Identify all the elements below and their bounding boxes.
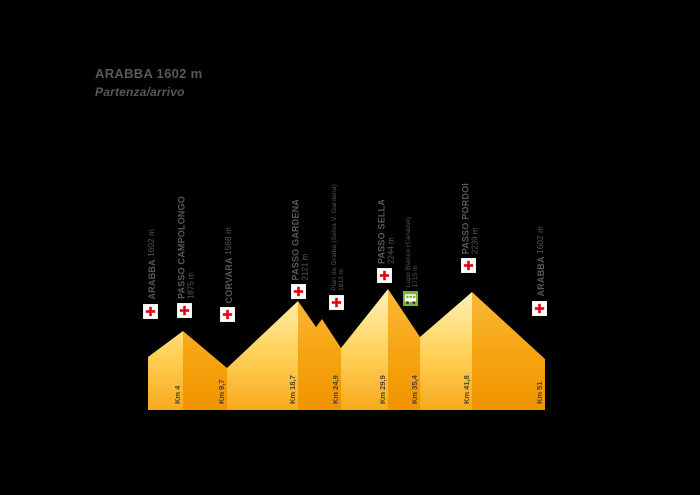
waypoint-passo-campolongo: PASSO CAMPOLONGO 1875 m [177,196,196,318]
service-icons [377,268,394,283]
waypoint-passo-pordoi: PASSO PORDOI 2239 m [461,183,480,290]
km-marker: Km 41,8 [462,375,471,404]
km-marker: Km 29,9 [378,375,387,404]
km-marker: Km 51 [535,381,544,404]
km-marker: Km 18,7 [288,375,297,404]
waypoint-arabba: ARABBA 1602 m [143,229,161,353]
refreshment-icon [403,291,420,323]
waypoint-name: ARABBA 1602 m [536,226,546,297]
page-title: ARABBA 1602 m [95,66,203,81]
waypoint-altitude: 2239 m [470,227,480,254]
km-marker: Km 24,9 [331,375,340,404]
waypoint-label: PASSO GARDENA 2121 m [291,199,310,280]
waypoint-name: Lupo Bianco (Canazei) [405,216,412,287]
waypoint-name: PASSO GARDENA [290,198,301,280]
waypoint-name: PASSO SELLA [376,198,387,264]
service-icons [329,295,346,344]
waypoint-lupo-bianco-canazei: Lupo Bianco (Canazei) 1715 m [403,217,421,323]
mechanic-icon [329,295,346,327]
medical-icon [532,301,549,350]
waypoint-arabba: ARABBA 1602 m [532,226,550,350]
service-icons [461,258,478,290]
waypoint-label: Plan de Gralba (Selva V. Gardena) 1813 m [331,184,345,291]
waypoint-altitude: 2244 m [386,237,396,264]
waypoint-label: PASSO PORDOI 2239 m [461,183,480,254]
medical-icon [329,295,346,344]
service-icons [291,284,308,299]
waypoint-label: ARABBA 1602 m [536,226,546,297]
page-title-block: ARABBA 1602 m Partenza/arrivo [95,66,202,99]
waypoint-label: PASSO SELLA 2244 m [377,199,396,264]
waypoint-name: CORVARA 1568 m [224,226,234,303]
km-marker: Km 4 [173,385,182,404]
km-marker: Km 9,7 [217,379,226,404]
page-subtitle: Partenza/arrivo [95,85,185,99]
waypoint-label: PASSO CAMPOLONGO 1875 m [177,196,196,299]
medical-icon [291,284,308,299]
medical-icon [377,268,394,283]
mechanic-icon [143,304,160,336]
service-icons [177,303,194,318]
waypoint-label: CORVARA 1568 m [224,227,234,303]
waypoint-altitude: 1875 m [186,272,196,299]
waypoint-altitude: 1715 m [412,265,419,287]
medical-icon [461,258,478,290]
waypoint-name: PASSO CAMPOLONGO [176,195,187,299]
medical-icon [220,307,237,356]
waypoint-passo-sella: PASSO SELLA 2244 m [377,199,396,283]
mechanic-icon [532,301,549,333]
waypoint-label: Lupo Bianco (Canazei) 1715 m [405,217,419,287]
service-icons [532,301,549,350]
service-icons [403,291,420,323]
waypoint-name: Plan de Gralba (Selva V. Gardena) [331,184,338,291]
service-icons [143,304,160,353]
waypoint-altitude: 1602 m [536,226,545,257]
waypoint-plan-de-gralba-selva-v-gardena: Plan de Gralba (Selva V. Gardena) 1813 m [329,184,347,344]
waypoint-altitude: 1602 m [147,229,156,260]
waypoint-name: PASSO PORDOI [460,182,471,254]
waypoint-corvara: CORVARA 1568 m [220,227,238,356]
medical-icon [177,303,194,318]
waypoint-altitude: 2121 m [300,253,310,280]
waypoint-altitude: 1813 m [338,269,345,291]
mechanic-icon [220,307,237,339]
medical-icon [143,304,160,353]
service-icons [220,307,237,356]
waypoint-passo-gardena: PASSO GARDENA 2121 m [291,199,310,299]
waypoint-label: ARABBA 1602 m [147,229,157,300]
waypoint-altitude: 1568 m [224,226,233,257]
km-marker: Km 35,4 [410,374,419,404]
waypoint-name: ARABBA 1602 m [147,229,157,300]
